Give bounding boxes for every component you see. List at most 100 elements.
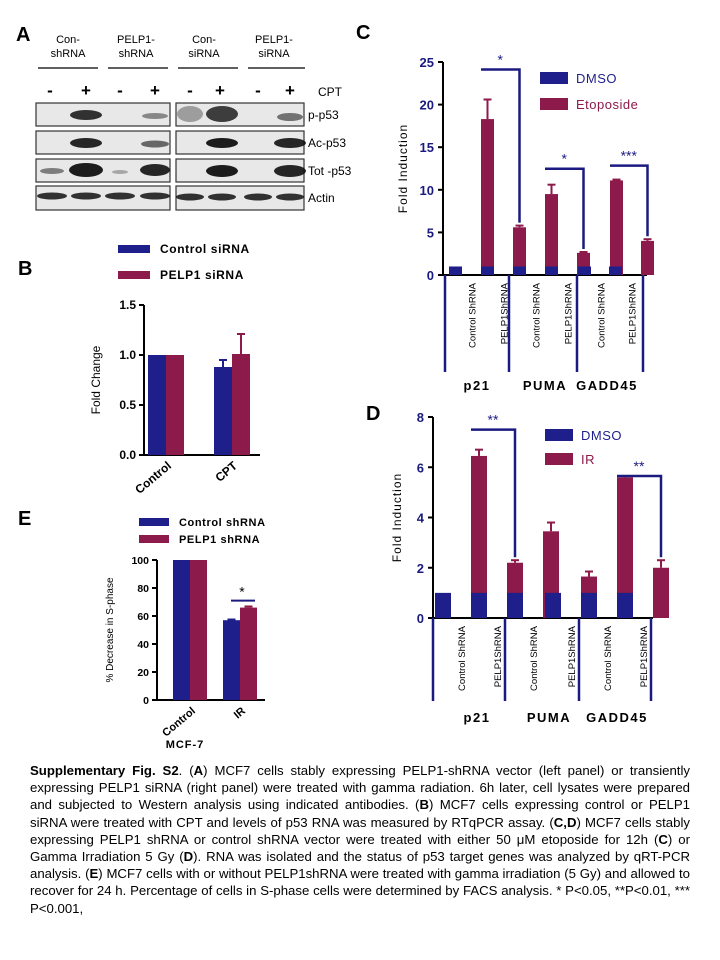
y-axis-title: Fold Change	[89, 345, 103, 414]
legend-label: Control siRNA	[160, 242, 250, 256]
x-category-label: PELP1ShRNA	[567, 625, 578, 687]
band-label-ac-p53: Ac-p53	[308, 136, 347, 150]
chart-c-fold-induction-etoposide: DMSO Etoposide 0 5 10 15 20 25 Fold Induction Con…	[396, 51, 654, 393]
legend-swatch	[118, 271, 150, 279]
bar-control-sirna	[148, 355, 166, 455]
y-tick-label: 1.5	[119, 298, 136, 312]
bar-ir	[471, 455, 487, 618]
legend-swatch	[540, 98, 568, 110]
y-tick-label: 0	[427, 268, 434, 283]
blot-header-con-sirna: Con- siRNA	[188, 34, 220, 60]
x-category-label: IR	[232, 705, 248, 721]
y-tick-label: 0.0	[119, 448, 136, 462]
lane-sign: -	[255, 81, 261, 100]
blot-band	[177, 106, 203, 122]
bar-pelp1-shrna	[240, 607, 257, 700]
bar-dmso	[507, 592, 523, 618]
blot-band	[140, 164, 170, 176]
y-axis-title: % Decrease in S-phase	[105, 577, 116, 682]
significance-label: *	[498, 51, 504, 67]
bar-dmso	[481, 266, 494, 275]
x-category-label: Control ShRNA	[468, 282, 479, 348]
blot-band	[141, 140, 169, 148]
legend-swatch	[545, 453, 573, 465]
lane-sign: +	[285, 81, 295, 100]
x-group-label: GADD45	[576, 378, 638, 393]
bar-etoposide	[545, 194, 558, 275]
panel-letter-d: D	[366, 403, 381, 425]
x-category-label: Control ShRNA	[529, 625, 540, 691]
blot-band	[176, 193, 204, 201]
blot-band	[206, 138, 238, 148]
blot-band	[37, 192, 67, 200]
significance-bracket	[545, 167, 585, 249]
y-tick-label: 4	[417, 511, 425, 526]
blot-band	[142, 113, 168, 119]
x-category-label: PELP1ShRNA	[564, 282, 575, 344]
chart-b-fold-change: Control siRNA PELP1 siRNA 0.0 0.5 1.0 1.5 Fold…	[89, 242, 260, 497]
y-tick-label: 8	[417, 410, 424, 425]
x-category-label: Control	[132, 459, 174, 497]
legend-label: Control shRNA	[179, 517, 266, 529]
legend-swatch	[545, 429, 573, 441]
chart-d-fold-induction-ir: DMSO IR 0 2 4 6 8 Fold Induction Control ShRNA PE…	[390, 410, 669, 725]
significance-label: *	[562, 151, 568, 167]
legend-swatch	[139, 518, 169, 526]
blot-band	[244, 193, 272, 201]
blot-band	[206, 106, 238, 122]
western-blot-figure: - + - + - + - + CPT	[35, 67, 343, 211]
x-category-label: Control ShRNA	[603, 625, 614, 691]
bar-dmso	[609, 266, 622, 275]
bar-dmso	[449, 266, 462, 275]
bar-dmso	[545, 592, 561, 618]
blot-band	[206, 165, 238, 177]
blot-header-con-shrna: Con- shRNA	[50, 34, 86, 60]
lane-sign: +	[150, 81, 160, 100]
y-tick-label: 6	[417, 460, 424, 475]
y-tick-label: 0.5	[119, 398, 136, 412]
bar-pelp1-sirna	[166, 355, 184, 455]
panel-letter-e: E	[18, 508, 32, 530]
lane-sign: +	[215, 81, 225, 100]
band-label-p-p53: p-p53	[308, 108, 339, 122]
bar-dmso	[513, 266, 526, 275]
band-label-tot-p53: Tot -p53	[308, 164, 352, 178]
bar-control-shrna	[173, 560, 190, 700]
y-tick-label: 100	[131, 555, 149, 567]
y-tick-label: 2	[417, 561, 424, 576]
blot-band	[276, 193, 304, 201]
significance-bracket	[617, 474, 663, 558]
bar-etoposide	[641, 240, 654, 275]
y-tick-label: 20	[137, 667, 149, 679]
blot-header-pelp1-shrna: PELP1- shRNA	[117, 34, 155, 60]
x-category-label: PELP1ShRNA	[639, 625, 650, 687]
x-category-label: Control ShRNA	[597, 282, 608, 348]
x-category-label: Control	[160, 705, 198, 739]
band-label-actin: Actin	[308, 191, 335, 205]
blot-strip-p-p53-right	[175, 102, 305, 127]
x-category-label: CPT	[213, 458, 241, 485]
significance-label: *	[239, 584, 245, 600]
blot-band	[70, 138, 102, 148]
lane-sign: -	[47, 81, 53, 100]
lane-sign: -	[117, 81, 123, 100]
significance-label: **	[634, 458, 645, 474]
bar-dmso	[435, 592, 451, 618]
lane-sign: -	[187, 81, 193, 100]
blot-band	[274, 165, 306, 177]
bar-etoposide	[610, 180, 623, 275]
bar-dmso	[578, 266, 591, 275]
blot-band	[105, 192, 135, 200]
bar-etoposide	[481, 119, 494, 275]
blot-band	[277, 113, 303, 121]
blot-band	[112, 170, 128, 174]
significance-bracket	[471, 428, 517, 558]
y-tick-label: 5	[427, 225, 434, 240]
significance-bracket	[481, 68, 521, 223]
y-axis-title: Fold Induction	[390, 473, 404, 562]
blot-strip-ac-p53-left	[35, 130, 171, 155]
x-category-label: PELP1ShRNA	[493, 625, 504, 687]
x-category-label: Control ShRNA	[457, 625, 468, 691]
treatment-label: CPT	[318, 85, 343, 99]
blot-strip-p-p53-left	[35, 102, 171, 127]
